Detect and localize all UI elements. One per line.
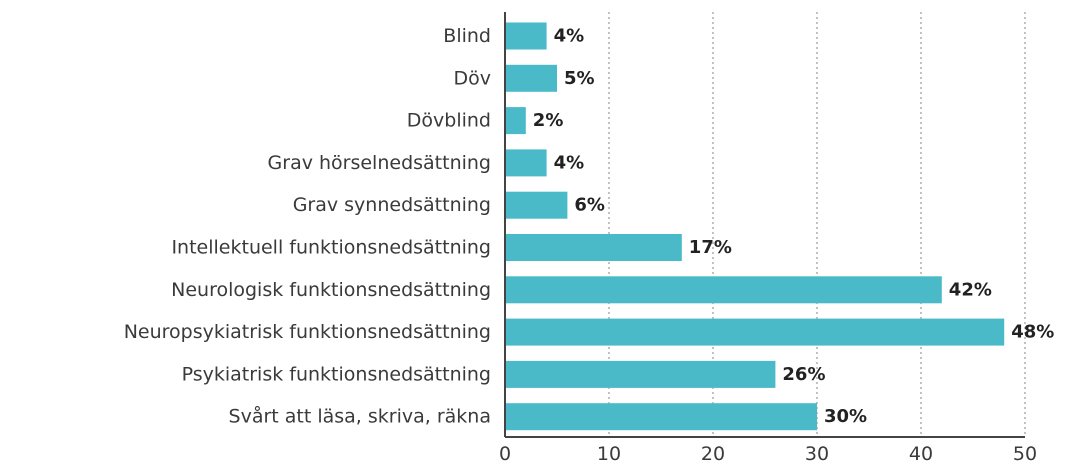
bar-10 <box>505 403 817 431</box>
value-label: 4% <box>554 26 585 47</box>
category-label: Dövblind <box>407 110 491 132</box>
category-label: Neurologisk funktionsnedsättning <box>171 279 491 301</box>
x-tick-label: 40 <box>909 443 933 465</box>
bar-2 <box>505 64 557 92</box>
bar-9 <box>505 360 776 388</box>
x-tick-label: 50 <box>1013 443 1037 465</box>
category-label: Blind <box>443 25 491 47</box>
category-label: Svårt att läsa, skriva, räkna <box>229 405 491 428</box>
bar-5 <box>505 191 568 219</box>
value-label: 26% <box>782 364 825 385</box>
value-label: 48% <box>1011 322 1054 343</box>
x-tick-label: 30 <box>805 443 829 465</box>
category-label: Döv <box>454 67 492 89</box>
bar-8 <box>505 318 1005 346</box>
category-label: Intellektuell funktionsnedsättning <box>171 237 491 259</box>
x-tick-label: 10 <box>597 443 621 465</box>
value-label: 30% <box>824 406 867 427</box>
value-label: 2% <box>533 110 564 131</box>
value-label: 5% <box>564 68 595 89</box>
bars <box>505 22 1005 431</box>
x-tick-label: 20 <box>701 443 725 465</box>
bar-4 <box>505 149 547 177</box>
axes <box>504 12 1025 438</box>
value-labels: 4% 5%2% 4% 6% 17% 42% 48% 26% 30% <box>533 26 1054 428</box>
x-tick-label: 0 <box>499 443 511 465</box>
value-label: 17% <box>689 237 732 258</box>
bar-6 <box>505 234 682 261</box>
bar-1 <box>505 22 547 50</box>
category-label: Neuropsykiatrisk funktionsnedsättning <box>124 321 491 343</box>
value-label: 6% <box>574 195 605 216</box>
grid-lines <box>608 12 1026 437</box>
bar-7 <box>505 276 942 304</box>
category-label: Grav synnedsättning <box>293 194 491 216</box>
category-labels: Blind Döv Dövblind Grav hörselnedsättning Gr… <box>124 25 491 428</box>
category-label: Grav hörselnedsättning <box>268 152 491 174</box>
value-label: 4% <box>554 152 585 173</box>
value-label: 42% <box>949 279 992 300</box>
bar-3 <box>505 107 526 135</box>
category-label: Psykiatrisk funktionsnedsättning <box>182 363 491 385</box>
x-tick-labels: 0 10 20 30 40 50 <box>499 443 1037 465</box>
